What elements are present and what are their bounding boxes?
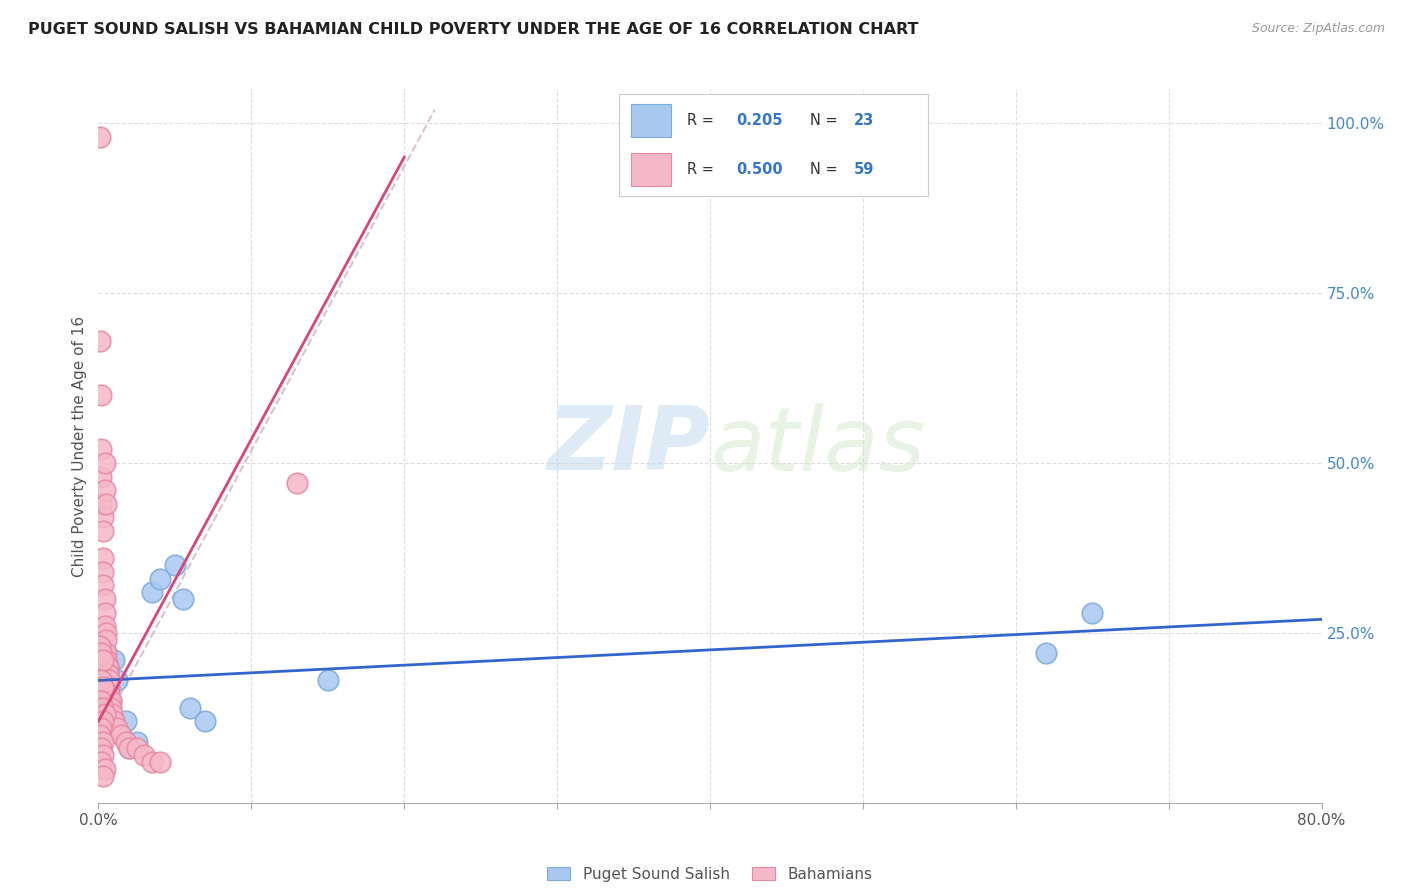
- Point: [94, 646, 117, 660]
- Y-axis label: Child Poverty Under the Age of 16: Child Poverty Under the Age of 16: [72, 316, 87, 576]
- Point: [1081, 606, 1104, 620]
- Text: 59: 59: [853, 162, 875, 178]
- Point: [90, 741, 112, 756]
- Point: [91, 578, 114, 592]
- Point: [149, 572, 172, 586]
- Point: [91, 680, 114, 694]
- Point: [91, 551, 114, 566]
- Point: [163, 558, 186, 572]
- Text: Source: ZipAtlas.com: Source: ZipAtlas.com: [1251, 22, 1385, 36]
- Point: [118, 741, 141, 756]
- Point: [105, 721, 128, 735]
- Bar: [631, 104, 671, 136]
- Point: [98, 694, 121, 708]
- Point: [90, 442, 112, 457]
- Point: [134, 748, 156, 763]
- Point: [105, 673, 128, 688]
- Point: [101, 707, 124, 722]
- Point: [91, 714, 114, 729]
- Point: [98, 680, 121, 694]
- Point: [101, 714, 124, 729]
- Point: [90, 469, 112, 483]
- Text: N =: N =: [810, 112, 842, 128]
- Text: ZIP: ZIP: [547, 402, 710, 490]
- Point: [115, 714, 138, 729]
- Point: [93, 591, 115, 606]
- Point: [125, 734, 148, 748]
- Point: [93, 483, 115, 498]
- Point: [94, 653, 117, 667]
- Point: [90, 497, 112, 511]
- Point: [97, 666, 120, 681]
- Point: [91, 700, 114, 714]
- Point: [89, 728, 111, 742]
- Point: [90, 388, 112, 402]
- Point: [94, 632, 117, 647]
- Text: 23: 23: [853, 112, 875, 128]
- Legend: Puget Sound Salish, Bahamians: Puget Sound Salish, Bahamians: [541, 861, 879, 888]
- Text: 0.500: 0.500: [737, 162, 783, 178]
- Point: [110, 728, 132, 742]
- Point: [94, 646, 117, 660]
- Point: [90, 646, 112, 660]
- Point: [125, 741, 148, 756]
- Point: [97, 660, 120, 674]
- Point: [141, 755, 163, 769]
- Point: [97, 660, 120, 674]
- Point: [110, 728, 132, 742]
- Point: [90, 666, 112, 681]
- Point: [89, 334, 111, 348]
- Point: [91, 565, 114, 579]
- Point: [91, 769, 114, 783]
- Point: [89, 129, 111, 144]
- Text: R =: R =: [686, 162, 718, 178]
- Point: [93, 619, 115, 633]
- Point: [98, 680, 121, 694]
- Point: [103, 714, 125, 729]
- Point: [91, 510, 114, 524]
- Point: [91, 653, 114, 667]
- Point: [91, 748, 114, 763]
- Point: [91, 734, 114, 748]
- Point: [90, 721, 112, 735]
- Point: [89, 640, 111, 654]
- Point: [316, 673, 339, 688]
- Point: [100, 694, 122, 708]
- Point: [94, 626, 117, 640]
- Point: [141, 585, 163, 599]
- Point: [93, 606, 115, 620]
- Point: [93, 687, 115, 701]
- Point: [98, 687, 121, 701]
- Text: atlas: atlas: [710, 403, 925, 489]
- Point: [149, 755, 172, 769]
- Point: [172, 591, 194, 606]
- Point: [94, 497, 117, 511]
- Point: [285, 476, 308, 491]
- Point: [93, 762, 115, 776]
- Point: [103, 653, 125, 667]
- Point: [90, 694, 112, 708]
- Point: [100, 694, 122, 708]
- Point: [179, 700, 201, 714]
- Point: [1035, 646, 1057, 660]
- Text: R =: R =: [686, 112, 718, 128]
- Point: [91, 524, 114, 538]
- Point: [98, 673, 121, 688]
- Point: [115, 734, 138, 748]
- Bar: [631, 153, 671, 186]
- Point: [194, 714, 217, 729]
- Text: PUGET SOUND SALISH VS BAHAMIAN CHILD POVERTY UNDER THE AGE OF 16 CORRELATION CHA: PUGET SOUND SALISH VS BAHAMIAN CHILD POV…: [28, 22, 918, 37]
- Point: [97, 660, 120, 674]
- Point: [91, 700, 114, 714]
- Point: [90, 673, 112, 688]
- Point: [93, 707, 115, 722]
- Text: N =: N =: [810, 162, 842, 178]
- Point: [90, 755, 112, 769]
- Point: [97, 666, 120, 681]
- Point: [118, 741, 141, 756]
- Point: [100, 700, 122, 714]
- Point: [93, 456, 115, 470]
- Text: 0.205: 0.205: [737, 112, 783, 128]
